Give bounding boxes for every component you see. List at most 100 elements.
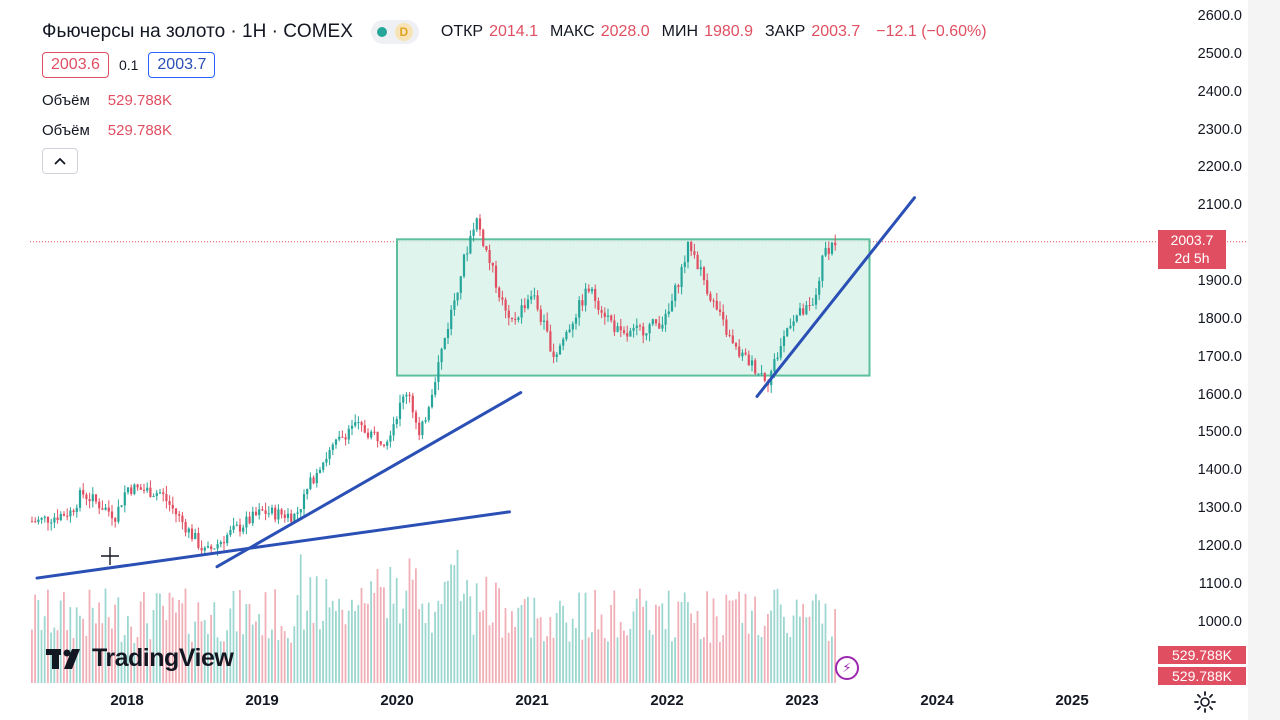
- volume-bar: [821, 623, 824, 683]
- candle-body: [485, 245, 488, 251]
- volume-bar: [117, 597, 120, 683]
- volume-bar: [290, 642, 292, 683]
- candle-body: [664, 313, 667, 325]
- volume-bar: [655, 604, 657, 683]
- candle-body: [78, 490, 82, 508]
- candle-body: [376, 431, 379, 442]
- volume-bar: [280, 626, 283, 683]
- volume-bar: [75, 607, 78, 683]
- candle-body: [133, 484, 136, 494]
- volume-bar: [386, 618, 388, 683]
- candle-body: [462, 254, 466, 277]
- candle-body: [757, 373, 760, 375]
- volume-bar: [283, 631, 286, 683]
- price-tick-label: 1200.0: [1197, 537, 1242, 554]
- chart-canvas[interactable]: [0, 0, 1248, 686]
- volume-bar: [424, 623, 427, 683]
- candle-body: [290, 513, 293, 522]
- symbol-title[interactable]: Фьючерсы на золото · 1Н · COMEX: [42, 21, 353, 42]
- volume-bar: [146, 623, 148, 683]
- candle-body: [66, 515, 69, 517]
- lightning-icon[interactable]: ⚡: [835, 656, 859, 680]
- price-axis-panel[interactable]: [1248, 0, 1280, 720]
- volume-value: 529.788K: [107, 122, 173, 139]
- candle-body: [274, 507, 277, 520]
- volume-bar: [127, 616, 129, 683]
- candle-body: [670, 300, 674, 312]
- volume-bar: [408, 558, 411, 683]
- candle-body: [411, 395, 414, 413]
- buy-button[interactable]: 2003.7: [148, 52, 216, 78]
- volume-bar: [159, 593, 161, 683]
- candle-body: [456, 292, 459, 301]
- volume-bar: [623, 630, 625, 683]
- volume-bar: [491, 622, 494, 683]
- candle-body: [830, 242, 834, 254]
- volume-bar: [162, 605, 164, 683]
- candle-body: [536, 295, 539, 310]
- gear-icon[interactable]: [1193, 690, 1217, 714]
- volume-bar: [216, 637, 219, 683]
- candle-body: [184, 522, 187, 533]
- volume-bar: [683, 592, 686, 683]
- volume-bar: [587, 637, 590, 683]
- volume-bar: [786, 632, 788, 683]
- volume-bar: [338, 598, 340, 683]
- sell-button[interactable]: 2003.6: [42, 52, 109, 78]
- candle-body: [754, 360, 757, 374]
- candle-body: [261, 509, 264, 511]
- volume-bar: [232, 590, 235, 683]
- status-badges[interactable]: D: [370, 20, 419, 44]
- volume-bar: [514, 626, 516, 683]
- candle-body: [731, 335, 734, 344]
- volume-bar: [539, 617, 542, 683]
- volume-bar: [69, 607, 72, 683]
- candle-body: [382, 444, 386, 446]
- candle-body: [526, 299, 530, 309]
- candle-body: [283, 514, 286, 518]
- volume-bar: [792, 615, 795, 683]
- volume-tag-2: 529.788K: [1158, 667, 1246, 685]
- volume-bar: [469, 596, 472, 683]
- volume-bar: [443, 581, 446, 683]
- candle-body: [546, 320, 549, 332]
- candle-body: [194, 533, 197, 540]
- volume-bar: [213, 602, 216, 683]
- tradingview-logo[interactable]: TradingView: [46, 644, 234, 673]
- candle-body: [354, 422, 357, 426]
- logo-text: TradingView: [92, 644, 234, 672]
- candle-body: [795, 315, 798, 322]
- candle-body: [491, 262, 494, 266]
- candle-body: [206, 546, 210, 548]
- volume-bar: [677, 601, 680, 683]
- candle-body: [475, 218, 478, 230]
- candle-body: [776, 357, 779, 360]
- candle-body: [693, 251, 696, 255]
- candle-body: [706, 280, 709, 294]
- tradingview-logo-icon: [46, 648, 80, 669]
- volume-bar: [594, 589, 596, 683]
- candle-body: [187, 528, 190, 533]
- volume-bar: [591, 632, 593, 683]
- candle-body: [216, 544, 219, 549]
- volume-legend-1[interactable]: Объём 529.788K: [42, 92, 172, 109]
- volume-bar: [715, 616, 718, 683]
- candle-body: [571, 323, 574, 330]
- volume-bar: [306, 610, 308, 683]
- volume-bar: [267, 638, 270, 683]
- volume-bar: [747, 633, 750, 683]
- volume-bar: [674, 637, 676, 683]
- volume-legend-2[interactable]: Объём 529.788K: [42, 122, 172, 139]
- candle-body: [126, 487, 130, 493]
- volume-bar: [203, 620, 206, 683]
- collapse-legend-button[interactable]: [42, 148, 78, 174]
- candle-body: [43, 516, 46, 518]
- candle-body: [363, 425, 366, 433]
- candle-body: [610, 315, 613, 321]
- candle-body: [722, 311, 725, 320]
- candle-body: [312, 477, 315, 484]
- market-open-icon: [376, 27, 387, 37]
- candle-body: [30, 521, 34, 523]
- volume-bar: [479, 611, 481, 683]
- high-value: 2028.0: [600, 23, 650, 40]
